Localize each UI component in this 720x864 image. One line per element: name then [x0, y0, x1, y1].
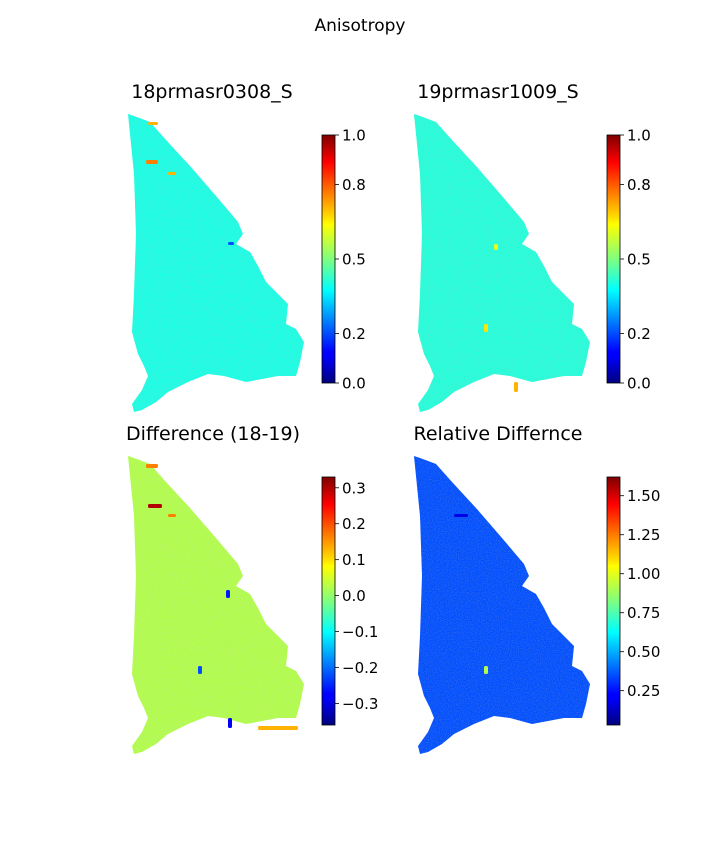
panel-1-streak-2 [168, 172, 176, 175]
panel-3-streak-1 [148, 504, 162, 508]
panel-2-colorbar-tick-label: 0.2 [627, 325, 651, 343]
panel-3: Difference (18-19) −0.3 −0.2 −0.1 0.0 0.1 0.2… [126, 423, 378, 754]
panel-4-colorbar-tick-label: 1.25 [627, 526, 660, 544]
panel-2-colorbar: 0.0 0.2 0.5 0.8 1.0 [606, 127, 651, 393]
panel-1-colorbar-bar [321, 134, 336, 384]
panel-4-colorbar-tick-label: 1.00 [627, 565, 660, 583]
panel-2-colorbar-tick-label: 0.0 [627, 375, 651, 393]
panel-1-streak-4 [228, 242, 234, 245]
panel-1-colorbar-tick-label: 1.0 [342, 127, 366, 145]
panel-4-streak-1 [454, 514, 468, 517]
panel-2: 19prmasr1009_S 0.0 0.2 0.5 0.8 1.0 [414, 81, 651, 412]
panel-4-streak-2 [484, 666, 488, 674]
panel-3-streak-5 [198, 666, 202, 674]
panel-1-streak-1 [146, 160, 158, 164]
panel-1-colorbar: 0.0 0.2 0.5 0.8 1.0 [321, 127, 366, 393]
panel-1-title: 18prmasr0308_S [131, 81, 293, 103]
panel-2-colorbar-bar [606, 134, 621, 384]
panel-4-title: Relative Differnce [413, 423, 582, 445]
panel-2-streak-3 [494, 244, 498, 250]
panel-2-colorbar-tick-label: 0.5 [627, 251, 651, 269]
panel-3-colorbar-tick-label: 0.2 [342, 515, 366, 533]
panel-3-colorbar-tick-label: −0.2 [342, 659, 378, 677]
panel-2-streaks [484, 244, 518, 392]
panel-3-colorbar-tick-label: −0.1 [342, 623, 378, 641]
panel-1-colorbar-tick-label: 0.5 [342, 251, 366, 269]
panel-3-colorbar-tick-label: −0.3 [342, 695, 378, 713]
panel-4-streaks [454, 514, 488, 674]
panel-3-colorbar-tick-label: 0.0 [342, 587, 366, 605]
panel-2-streak-2 [484, 324, 488, 332]
panel-2-colorbar-tick-label: 1.0 [627, 127, 651, 145]
panel-3-streak-2 [146, 464, 158, 468]
panel-3-colorbar-tick-label: 0.1 [342, 551, 366, 569]
figure-title: Anisotropy [315, 16, 406, 36]
panel-4-colorbar-tick-label: 0.50 [627, 643, 660, 661]
panel-4-colorbar-tick-label: 0.25 [627, 682, 660, 700]
panel-3-colorbar-tick-label: 0.3 [342, 479, 366, 497]
panel-4-colorbar-tick-label: 0.75 [627, 604, 660, 622]
panel-2-streak-1 [514, 382, 518, 392]
panel-1-streak-3 [148, 122, 158, 125]
panel-3-colorbar-bar [321, 476, 336, 726]
panel-3-colorbar: −0.3 −0.2 −0.1 0.0 0.1 0.2 0.3 [321, 476, 378, 726]
panel-1-colorbar-tick-label: 0.0 [342, 375, 366, 393]
panel-3-streak-4 [226, 590, 230, 598]
panel-2-title: 19prmasr1009_S [417, 81, 579, 103]
panel-3-streak-6 [228, 718, 232, 728]
panel-3-streak-7 [258, 726, 298, 730]
panel-1-colorbar-tick-label: 0.8 [342, 176, 366, 194]
panel-3-title: Difference (18-19) [126, 423, 300, 445]
panel-3-streaks [146, 464, 298, 730]
panel-3-streak-3 [168, 514, 176, 517]
panel-2-colorbar-tick-label: 0.8 [627, 176, 651, 194]
panel-1: 18prmasr0308_S 0.0 0.2 0.5 0.8 1.0 [128, 81, 366, 412]
panel-4-colorbar-bar [606, 476, 621, 726]
panel-1-streaks [146, 122, 234, 245]
panel-4-colorbar: 0.25 0.50 0.75 1.00 1.25 1.50 [606, 476, 660, 726]
panel-1-colorbar-tick-label: 0.2 [342, 325, 366, 343]
panel-4: Relative Differnce 0.25 0.50 0.75 1.00 1.25 1… [413, 423, 660, 754]
panel-4-colorbar-tick-label: 1.50 [627, 487, 660, 505]
